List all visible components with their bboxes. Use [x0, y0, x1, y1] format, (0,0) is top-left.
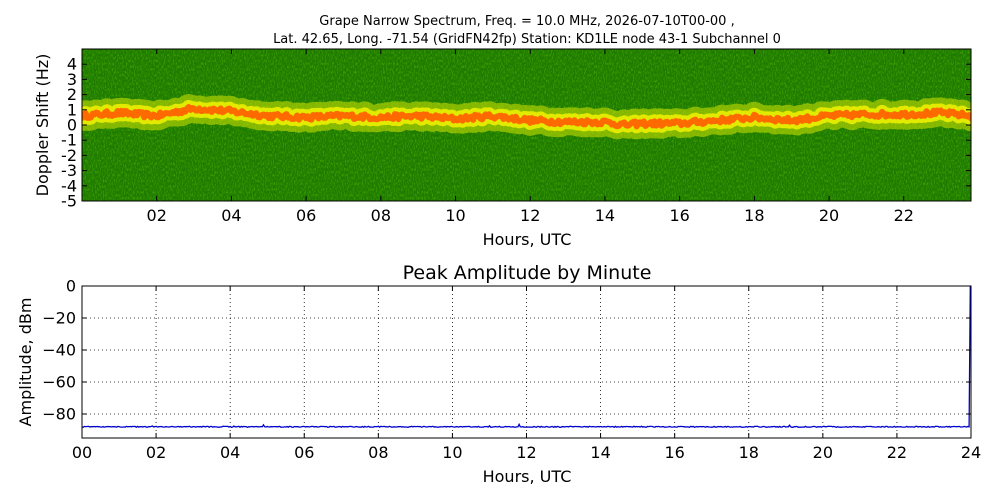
figure-title-line1: Grape Narrow Spectrum, Freq. = 10.0 MHz,…	[319, 14, 734, 29]
spectrogram-ytick-label: -5	[61, 192, 77, 211]
spectrogram-xtick-label: 04	[221, 206, 241, 225]
amplitude-xtick-label: 08	[368, 443, 388, 462]
spectrogram-xtick-label: 22	[894, 206, 914, 225]
spectrogram-xlabel: Hours, UTC	[483, 230, 572, 249]
amplitude-xtick-label: 02	[146, 443, 166, 462]
amplitude-xtick-label: 22	[887, 443, 907, 462]
amplitude-title: Peak Amplitude by Minute	[403, 262, 652, 284]
amplitude-xtick-label: 24	[961, 443, 981, 462]
spectrogram-xtick-label: 18	[744, 206, 764, 225]
amplitude-xtick-label: 16	[664, 443, 684, 462]
amplitude-xtick-label: 18	[739, 443, 759, 462]
amplitude-grid	[82, 286, 971, 438]
spectrogram-xtick-label: 14	[595, 206, 615, 225]
figure-title-line2: Lat. 42.65, Long. -71.54 (GridFN42fp) St…	[273, 32, 781, 47]
amplitude-ytick-label: 0	[66, 277, 76, 296]
spectrogram-ytick-label: -4	[61, 176, 77, 195]
amplitude-axes: 00 02 04 06 08 10 12 14 16 18 20 22 24 0 −20 −40 −60 −80	[42, 277, 981, 463]
amplitude-xtick-label: 10	[442, 443, 462, 462]
amplitude-ylabel: Amplitude, dBm	[16, 298, 35, 427]
amplitude-xtick-label: 06	[294, 443, 314, 462]
spectrogram-xtick-label: 12	[520, 206, 540, 225]
spectrogram-xtick-label: 06	[296, 206, 316, 225]
spectrogram-ytick-label: 1	[67, 100, 77, 119]
spectrogram-ytick-label: -3	[61, 161, 77, 180]
spectrogram-ytick-label: 2	[67, 85, 77, 104]
spectrogram-ylabel: Doppler Shift (Hz)	[33, 54, 52, 197]
spectrogram-ytick-label: 4	[67, 55, 77, 74]
spectrogram-xtick-label: 20	[819, 206, 839, 225]
amplitude-ytick-label: −20	[42, 309, 76, 328]
spectrogram-ytick-label: -2	[61, 146, 77, 165]
amplitude-series-line	[82, 286, 971, 429]
amplitude-xtick-label: 04	[220, 443, 240, 462]
doppler-peak-trace	[82, 104, 971, 130]
amplitude-ytick-label: −80	[42, 405, 76, 424]
amplitude-ytick-label: −60	[42, 373, 76, 392]
spectrogram-xtick-label: 02	[147, 206, 167, 225]
spectrogram-xtick-label: 08	[371, 206, 391, 225]
amplitude-xlabel: Hours, UTC	[483, 467, 572, 486]
spectrogram-ytick-label: -1	[61, 131, 77, 150]
amplitude-panel: Peak Amplitude by Minute 00 02 04 06 08 10 12 1…	[16, 262, 981, 486]
spectrogram-ytick-label: 3	[67, 70, 77, 89]
amplitude-xtick-label: 20	[813, 443, 833, 462]
amplitude-xtick-label: 14	[590, 443, 610, 462]
amplitude-xtick-label: 12	[516, 443, 536, 462]
amplitude-ytick-label: −40	[42, 341, 76, 360]
spectrogram-xtick-label: 10	[445, 206, 465, 225]
amplitude-xtick-label: 00	[72, 443, 92, 462]
spectrogram-xtick-label: 16	[669, 206, 689, 225]
spectrogram-ytick-label: 0	[67, 116, 77, 135]
